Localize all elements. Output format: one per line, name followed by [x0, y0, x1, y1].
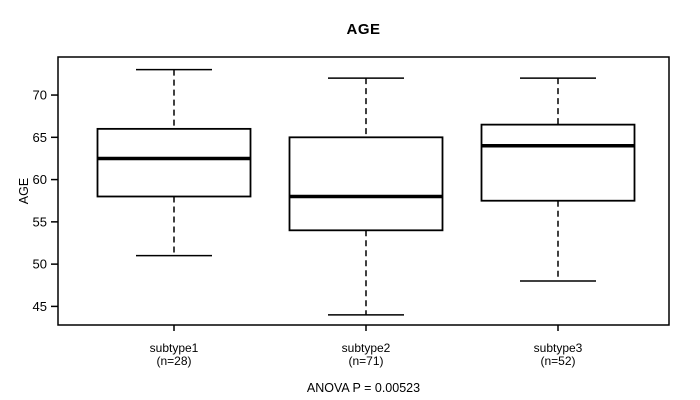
anova-annotation: ANOVA P = 0.00523: [306, 381, 421, 395]
x-category-label: subtype2 (n=71): [342, 341, 391, 368]
boxplot-subtype1: [96, 68, 252, 257]
y-tick-label: 55: [33, 214, 47, 229]
y-tick-label: 65: [33, 130, 47, 145]
y-tick-label: 50: [33, 257, 47, 272]
y-tick-label: 60: [33, 172, 47, 187]
x-category-label: subtype3 (n=52): [534, 341, 583, 368]
boxplot-subtype2: [288, 77, 444, 316]
iqr-box: [288, 136, 444, 232]
y-tick-label: 70: [33, 88, 47, 103]
x-category-label: subtype1 (n=28): [150, 341, 199, 368]
boxplot-subtype3: [480, 77, 636, 282]
iqr-box: [480, 123, 636, 202]
plot-frame: [57, 56, 670, 326]
y-tick-label: 45: [33, 299, 47, 314]
chart-title: AGE: [346, 21, 381, 38]
iqr-box: [96, 127, 252, 198]
